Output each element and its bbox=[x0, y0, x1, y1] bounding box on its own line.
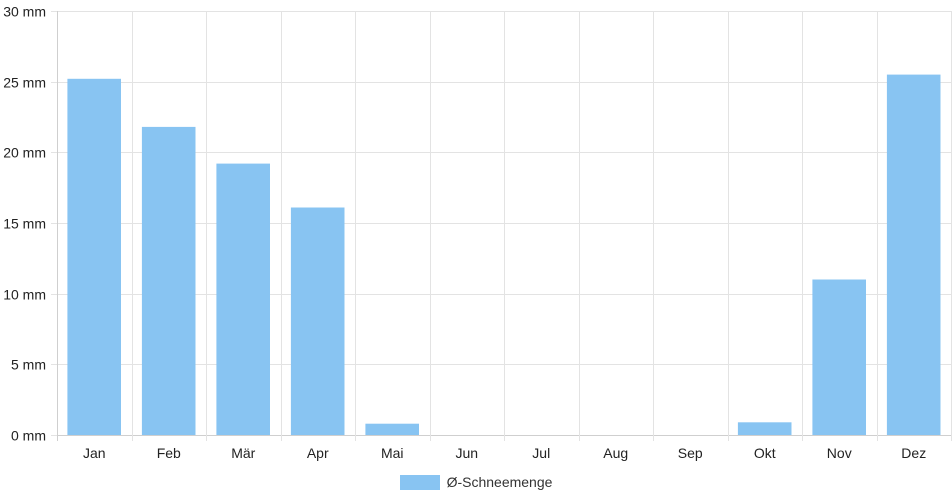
bar-nov bbox=[812, 279, 866, 435]
x-tick-label: Jan bbox=[83, 445, 106, 461]
x-tick-label: Apr bbox=[307, 445, 329, 461]
bar-dez bbox=[886, 74, 941, 435]
y-tick-label: 15 mm bbox=[3, 216, 46, 232]
y-tick-label: 25 mm bbox=[3, 75, 46, 91]
x-tick-label: Dez bbox=[901, 445, 926, 461]
grid-lines bbox=[57, 11, 952, 441]
y-tick-label: 20 mm bbox=[3, 145, 46, 161]
bars bbox=[67, 74, 941, 436]
x-tick-label: Mär bbox=[231, 445, 255, 461]
bar-mai bbox=[365, 423, 419, 435]
x-tick-label: Aug bbox=[603, 445, 628, 461]
y-axis: 0 mm 5 mm 10 mm 15 mm 20 mm 25 mm 30 mm bbox=[3, 4, 57, 444]
bar-apr bbox=[290, 207, 345, 435]
x-tick-label: Sep bbox=[678, 445, 703, 461]
bar-mär bbox=[216, 163, 270, 435]
bar-okt bbox=[737, 422, 792, 435]
x-tick-label: Jun bbox=[455, 445, 478, 461]
y-tick-label: 10 mm bbox=[3, 287, 46, 303]
legend-label: Ø-Schneemenge bbox=[446, 474, 553, 490]
x-tick-label: Mai bbox=[381, 445, 404, 461]
legend-swatch bbox=[399, 474, 440, 490]
x-tick-label: Okt bbox=[754, 445, 776, 461]
bar-feb bbox=[141, 126, 196, 436]
x-tick-label: Feb bbox=[157, 445, 181, 461]
y-tick-label: 30 mm bbox=[3, 4, 46, 20]
bar-jan bbox=[67, 78, 121, 436]
legend[interactable]: Ø-Schneemenge bbox=[0, 474, 952, 490]
x-tick-label: Nov bbox=[827, 445, 852, 461]
y-tick-label: 5 mm bbox=[11, 357, 46, 373]
x-tick-label: Jul bbox=[532, 445, 550, 461]
y-tick-label: 0 mm bbox=[11, 428, 46, 444]
x-axis: Jan Feb Mär Apr Mai Jun Jul Aug Sep Okt Nov Dez bbox=[83, 445, 926, 461]
